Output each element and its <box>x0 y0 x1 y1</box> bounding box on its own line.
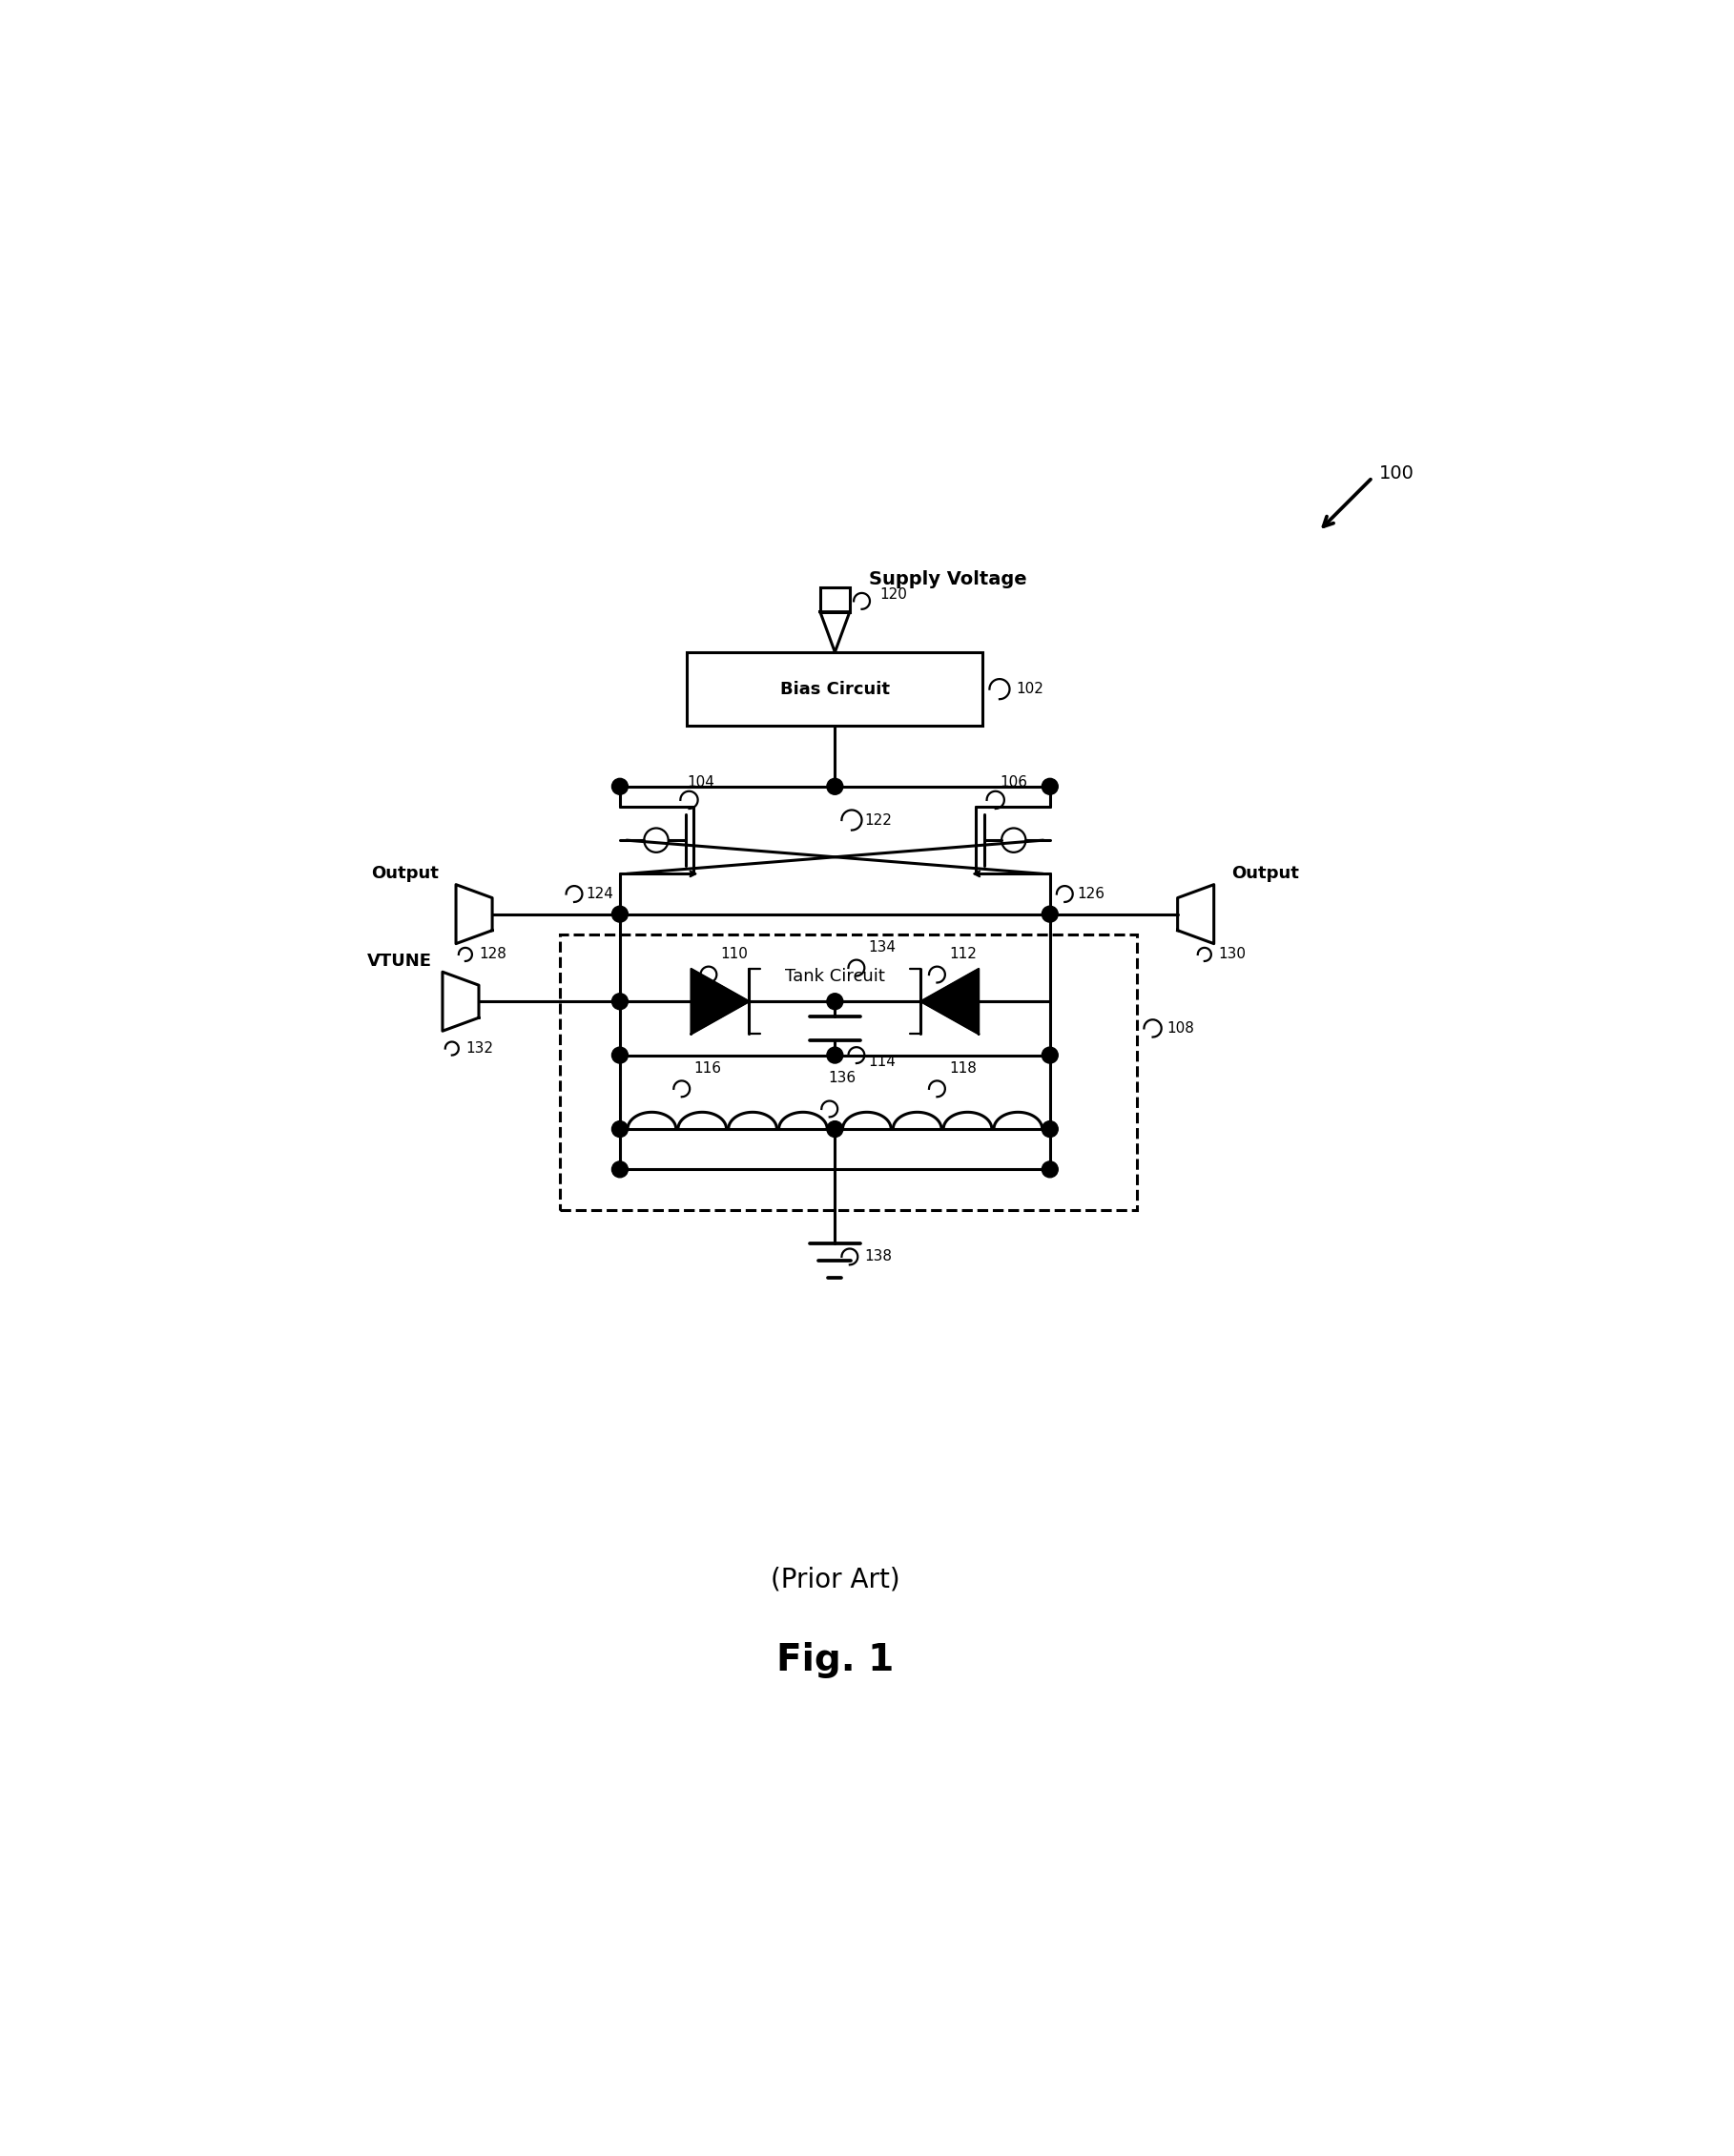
Circle shape <box>1042 906 1058 923</box>
Text: 126: 126 <box>1077 886 1105 901</box>
Text: 120: 120 <box>879 586 907 602</box>
Text: 112: 112 <box>948 946 976 962</box>
Circle shape <box>827 994 843 1009</box>
Circle shape <box>1042 1121 1058 1136</box>
Text: 136: 136 <box>829 1072 857 1084</box>
Text: VTUNE: VTUNE <box>368 953 432 970</box>
Text: 110: 110 <box>721 946 749 962</box>
Circle shape <box>612 1048 628 1063</box>
Text: 114: 114 <box>869 1054 896 1069</box>
Text: 100: 100 <box>1379 464 1415 483</box>
Polygon shape <box>692 968 749 1035</box>
Circle shape <box>612 1121 628 1136</box>
Text: 106: 106 <box>1001 776 1028 789</box>
Text: Output: Output <box>1231 865 1299 882</box>
Circle shape <box>612 1162 628 1177</box>
Text: (Prior Art): (Prior Art) <box>770 1565 900 1593</box>
Text: Supply Voltage: Supply Voltage <box>869 571 1027 589</box>
Text: 116: 116 <box>694 1061 721 1076</box>
Bar <box>820 589 850 612</box>
Circle shape <box>1042 778 1058 796</box>
Text: 134: 134 <box>869 940 896 955</box>
Circle shape <box>612 778 628 796</box>
Text: Tank Circuit: Tank Circuit <box>786 968 884 985</box>
Text: 108: 108 <box>1167 1022 1195 1035</box>
Circle shape <box>827 1048 843 1063</box>
Circle shape <box>612 994 628 1009</box>
Text: 132: 132 <box>465 1041 492 1056</box>
Text: 128: 128 <box>479 946 506 962</box>
Circle shape <box>1042 1048 1058 1063</box>
Text: 104: 104 <box>687 776 714 789</box>
Text: 124: 124 <box>586 886 614 901</box>
Bar <box>687 651 983 727</box>
Text: Output: Output <box>371 865 439 882</box>
Text: Fig. 1: Fig. 1 <box>777 1641 893 1677</box>
Text: 118: 118 <box>948 1061 976 1076</box>
Circle shape <box>827 778 843 796</box>
Polygon shape <box>921 968 978 1035</box>
Circle shape <box>612 906 628 923</box>
Text: 138: 138 <box>865 1250 893 1263</box>
Text: 102: 102 <box>1016 681 1044 696</box>
Bar <box>560 934 1138 1210</box>
Circle shape <box>1042 1162 1058 1177</box>
Text: 130: 130 <box>1217 946 1245 962</box>
Circle shape <box>827 1121 843 1136</box>
Text: 122: 122 <box>865 813 891 828</box>
Text: Bias Circuit: Bias Circuit <box>780 681 890 699</box>
